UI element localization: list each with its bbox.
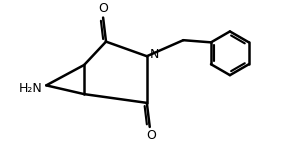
Text: N: N bbox=[150, 48, 159, 61]
Text: O: O bbox=[146, 129, 156, 142]
Text: H₂N: H₂N bbox=[19, 82, 43, 95]
Text: O: O bbox=[98, 2, 108, 15]
